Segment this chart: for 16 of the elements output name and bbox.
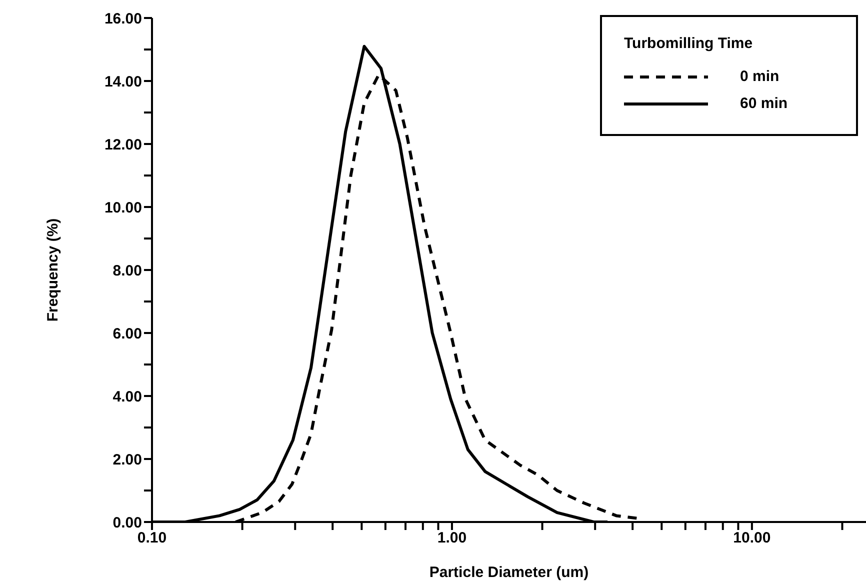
x-tick-label: 10.00 <box>733 530 771 547</box>
y-axis-title: Frequency (%) <box>44 218 62 322</box>
y-tick-label: 10.00 <box>104 199 142 216</box>
y-tick-label: 0.00 <box>112 514 142 532</box>
x-axis-title: Particle Diameter (um) <box>429 564 589 581</box>
y-tick-label: 4.00 <box>112 388 142 406</box>
y-tick-label: 12.00 <box>104 136 142 154</box>
y-tick-label: 6.00 <box>112 325 142 342</box>
y-tick-label: 8.00 <box>112 262 142 280</box>
x-tick-label: 0.10 <box>137 530 167 547</box>
legend-box: Turbomilling Time 0 min 60 min <box>600 15 858 136</box>
x-tick-label: 1.00 <box>437 530 467 547</box>
y-tick-label: 2.00 <box>112 451 142 468</box>
y-tick-label: 14.00 <box>104 73 142 90</box>
legend-title: Turbomilling Time <box>624 35 754 52</box>
y-tick-label: 16.00 <box>104 10 142 28</box>
